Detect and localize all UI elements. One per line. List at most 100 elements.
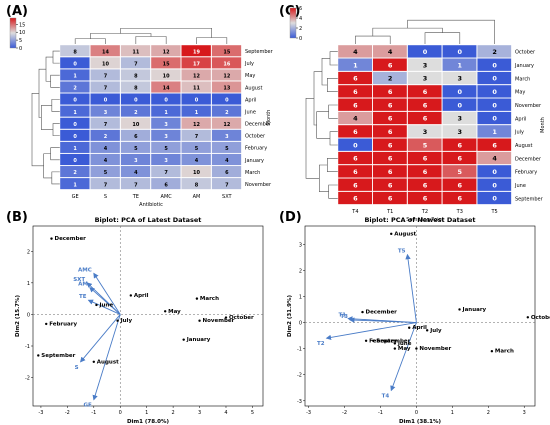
heatmap-a-cell <box>120 177 151 190</box>
dendrogram-link <box>321 58 330 86</box>
heatmap-a-cell <box>120 44 151 57</box>
heatmap-a-colorbar-tick-label: 0 <box>19 46 22 52</box>
heatmap-c-cell <box>477 191 512 205</box>
heatmap-c-cell-label: 5 <box>458 168 463 176</box>
biplot-d-point <box>490 350 494 353</box>
heatmap-a-row-label: October <box>245 134 266 140</box>
biplot-d-x-tick-label: 2 <box>487 410 490 416</box>
biplot-d-point-label: March <box>495 349 514 355</box>
heatmap-c-cell-label: 4 <box>492 155 497 163</box>
heatmap-a-cell <box>90 177 121 190</box>
heatmap-c-cell <box>337 71 373 85</box>
heatmap-a-cell <box>90 68 121 81</box>
heatmap-a-cell-label: 1 <box>73 74 77 80</box>
heatmap-c-row-label: February <box>515 170 537 176</box>
heatmap-c-cell <box>407 151 443 165</box>
heatmap-a-cell <box>211 93 242 106</box>
heatmap-a-cell-label: 5 <box>195 146 199 152</box>
biplot-d-point-label: February <box>369 338 397 344</box>
heatmap-a-cell <box>59 153 90 166</box>
biplot-d-y-tick-label: -1 <box>297 347 302 353</box>
heatmap-c-cell-label: 6 <box>388 181 393 189</box>
biplot-b-point <box>92 360 96 363</box>
biplot-d-y-tick-label: 1 <box>299 294 302 300</box>
heatmap-a-row-label: December <box>245 122 272 128</box>
heatmap-a-cell-label: 17 <box>193 61 200 67</box>
biplot-d-x-tick-label: -2 <box>342 410 347 416</box>
heatmap-a-cell-label: 6 <box>164 182 168 188</box>
dendrogram-link <box>327 78 338 92</box>
heatmap-a-cell <box>120 93 151 106</box>
dendrogram-link <box>120 27 212 38</box>
dendrogram-link <box>424 32 461 44</box>
biplot-b-loading-label: AMC <box>78 267 92 273</box>
dendrogram-link <box>50 74 60 88</box>
heatmap-a-cell <box>211 141 242 154</box>
heatmap-a-cell <box>150 105 181 118</box>
heatmap-a-cell <box>120 81 151 93</box>
heatmap-c-cell-label: 3 <box>423 128 428 136</box>
heatmap-a-cell-label: 7 <box>134 182 138 188</box>
biplot-b-point <box>224 316 228 319</box>
heatmap-a-cell-label: 4 <box>104 158 108 164</box>
heatmap-c-row-label: August <box>515 143 533 149</box>
heatmap-a-row-label: January <box>244 158 264 164</box>
heatmap-c-cell-label: 6 <box>388 115 393 123</box>
heatmap-c-cell-label: 6 <box>353 181 358 189</box>
biplot-b-point-label: April <box>134 293 149 299</box>
heatmap-a-cell-label: 0 <box>73 98 77 104</box>
heatmap-c-cell <box>407 71 443 85</box>
heatmap-a-cell <box>59 177 90 190</box>
heatmap-c-cell <box>337 58 373 72</box>
dendrogram-link <box>316 111 330 139</box>
heatmap-c-cell-label: 0 <box>492 115 497 123</box>
biplot-d-point <box>458 308 461 311</box>
heatmap-a-cell-label: 5 <box>134 146 138 152</box>
heatmap-c-cell-label: 0 <box>458 101 463 109</box>
heatmap-a-cell-label: 5 <box>225 146 229 152</box>
heatmap-a-cell-label: 15 <box>163 61 170 67</box>
heatmap-c-cell <box>337 111 373 125</box>
heatmap-a-cell <box>90 105 121 118</box>
biplot-d-loading-label: T2 <box>317 341 325 347</box>
heatmap-a-colorbar-tick-label: 15 <box>19 22 25 28</box>
heatmap-c-cell-label: 3 <box>458 115 463 123</box>
heatmap-a-cell <box>211 81 242 93</box>
biplot-d-loading-arrow <box>390 322 417 392</box>
heatmap-c-cell-label: 6 <box>388 88 393 96</box>
heatmap-a-cell <box>59 81 90 93</box>
heatmap-a-cell-label: 8 <box>134 86 138 92</box>
heatmap-a-cell-label: 11 <box>132 49 139 55</box>
heatmap-a-cell-label: 0 <box>104 98 108 104</box>
heatmap-c-row-label: May <box>515 90 525 96</box>
heatmap-c-colorbar-tick-label: 6 <box>299 6 302 12</box>
heatmap-a-cell-label: 12 <box>223 74 230 80</box>
biplot-d-point-label: May <box>398 346 411 352</box>
heatmap-c-cell-label: 6 <box>423 168 428 176</box>
heatmap-c-cell-label: 0 <box>492 168 497 176</box>
biplot-b-loading-label: TE <box>79 294 87 300</box>
heatmap-c-cell <box>372 191 408 205</box>
heatmap-a-cell <box>120 56 151 69</box>
heatmap-a-cell-label: 4 <box>104 146 108 152</box>
heatmap-a-cell-label: 3 <box>164 122 168 128</box>
heatmap-a-cell-label: 4 <box>195 158 199 164</box>
heatmap-a-left-dendrogram <box>31 50 60 185</box>
heatmap-a-col-label: AMC <box>161 194 173 200</box>
heatmap-c-cell-label: 6 <box>492 141 497 149</box>
heatmap-c-cell <box>337 164 373 178</box>
heatmap-a-cell <box>181 105 212 118</box>
heatmap-c-cell-label: 6 <box>353 75 358 83</box>
heatmap-c-cell-label: 6 <box>353 101 358 109</box>
dendrogram-link <box>74 38 106 44</box>
dendrogram-link <box>90 33 152 39</box>
biplot-b-plot-area <box>32 225 264 407</box>
heatmap-c-cell-label: 6 <box>353 128 358 136</box>
heatmap-c-cell <box>477 44 512 58</box>
heatmap-a-cell-label: 0 <box>195 98 199 104</box>
heatmap-c-cell <box>477 178 512 192</box>
heatmap-a-cell <box>211 44 242 57</box>
heatmap-a-cell <box>150 117 181 130</box>
heatmap-a-row-label: June <box>244 109 256 115</box>
